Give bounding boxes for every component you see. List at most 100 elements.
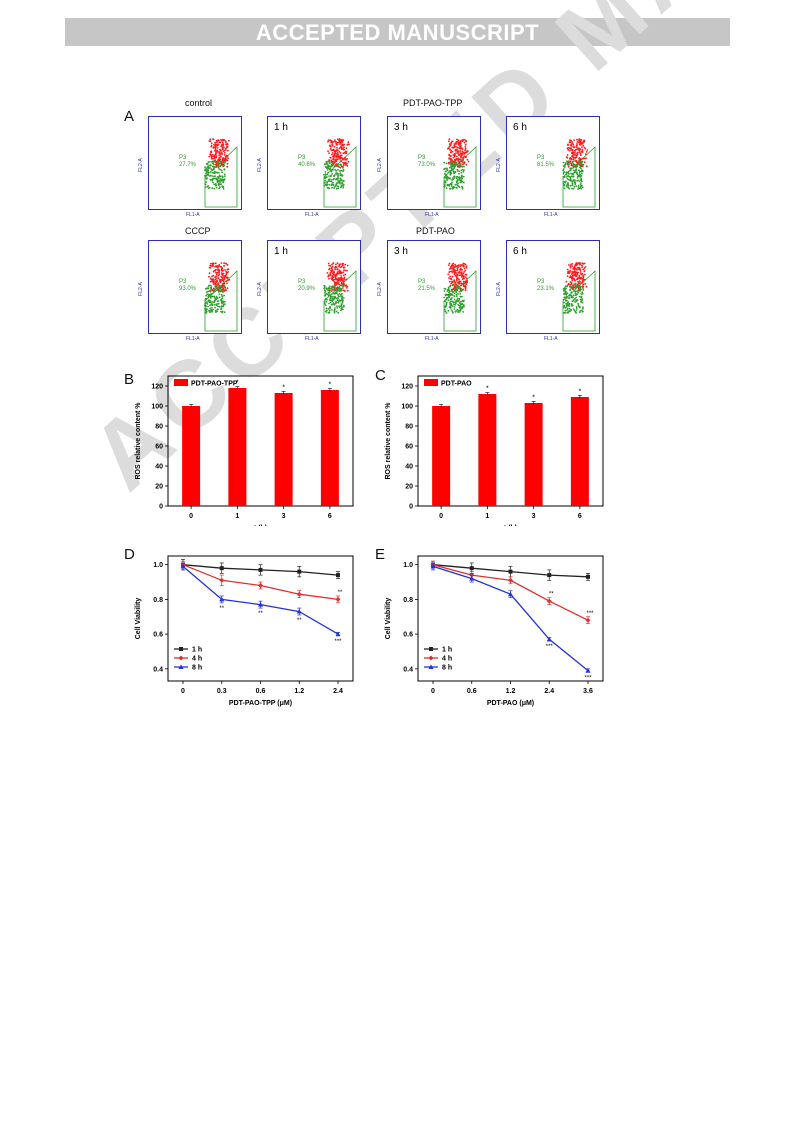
red-event-dot [214,278,217,281]
green-event-dot [581,186,584,189]
red-event-dot [453,273,456,276]
red-event-dot [342,289,345,292]
green-event-dot [325,292,328,295]
green-event-dot [335,169,338,172]
green-event-dot [209,178,212,181]
green-event-dot [447,171,450,174]
green-event-dot [343,180,345,182]
green-event-dot [569,179,572,182]
red-event-dot [464,149,466,152]
gate-name: P3 [418,155,426,161]
red-event-dot [461,148,464,150]
green-event-dot [453,303,455,306]
green-event-dot [338,170,341,172]
red-event-dot [572,271,575,274]
green-event-dot [213,167,215,170]
green-event-dot [338,290,341,292]
red-event-dot [209,280,212,283]
red-event-dot [462,262,465,265]
green-event-dot [328,180,330,182]
red-event-dot [340,281,343,284]
green-event-dot [330,299,333,302]
red-event-dot [327,262,330,265]
red-event-dot [221,277,224,280]
red-event-dot [466,150,468,152]
red-event-dot [448,270,451,273]
red-event-dot [220,139,222,141]
green-event-dot [450,300,452,303]
red-event-dot [581,272,584,275]
green-event-dot [451,310,454,313]
red-event-dot [463,282,465,285]
red-event-dot [222,269,224,272]
red-event-dot [340,277,343,279]
green-event-dot [563,293,566,295]
red-event-dot [342,266,345,269]
red-event-dot [218,151,220,154]
red-event-dot [464,289,467,292]
plot-frame [167,375,354,507]
green-event-dot [575,285,578,288]
red-event-dot [578,277,581,280]
green-event-dot [577,174,580,177]
green-event-dot [453,292,456,295]
red-event-dot [447,264,450,266]
red-event-dot [208,155,211,158]
green-event-dot [453,186,456,189]
flow-scatter [562,262,596,332]
green-event-dot [204,297,207,300]
green-event-dot [218,286,221,289]
green-event-dot [206,166,209,169]
red-event-dot [218,154,221,157]
significance-star: *** [334,639,342,645]
flow-scatter [562,138,596,208]
red-event-dot [579,148,582,151]
red-event-dot [448,262,451,265]
red-event-dot [328,264,330,267]
red-event-dot [227,157,229,159]
green-event-dot [330,170,333,173]
red-event-dot [217,268,220,271]
green-event-dot [577,291,580,294]
red-event-dot [213,269,216,272]
green-event-dot [323,177,326,179]
red-event-dot [210,278,213,281]
green-event-dot [223,285,226,288]
green-event-dot [222,185,225,188]
significance-star: * [532,395,535,402]
data-point [336,573,340,578]
red-event-dot [219,278,221,281]
green-event-dot [208,161,210,163]
green-event-dot [455,162,457,165]
red-event-dot [342,264,344,267]
green-event-dot [339,179,342,181]
flow-y-label: FL2-A [376,282,383,296]
red-event-dot [457,160,460,163]
red-event-dot [582,279,584,282]
green-event-dot [447,310,450,312]
green-event-dot [444,181,447,183]
red-event-dot [332,278,335,281]
green-event-dot [573,179,576,181]
red-event-dot [220,144,223,147]
green-event-dot [204,166,206,169]
green-event-dot [207,174,209,176]
bar [274,393,293,506]
red-event-dot [334,156,336,158]
green-event-dot [459,293,462,295]
red-event-dot [339,143,341,145]
red-event-dot [214,146,217,149]
red-event-dot [335,263,337,266]
green-event-dot [218,171,220,174]
red-event-dot [222,282,224,285]
green-event-dot [342,167,344,169]
red-event-dot [226,287,229,290]
red-event-dot [572,158,575,161]
green-event-dot [443,308,446,311]
green-event-dot [445,298,448,300]
legend-label: 4 h [442,656,452,663]
red-event-dot [573,274,576,277]
red-event-dot [327,274,330,276]
red-event-dot [226,263,229,266]
red-event-dot [222,280,225,283]
